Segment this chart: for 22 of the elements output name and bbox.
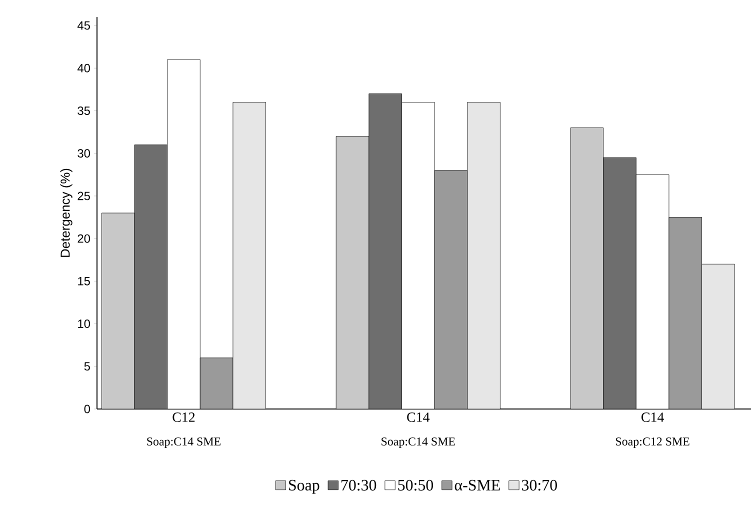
y-axis-title: Detergency (%) [60,168,72,257]
x-tick-label: C14 [642,412,664,422]
y-tick-label: 20 [78,234,90,243]
y-tick-label: 15 [78,277,90,286]
y-tick-label: 25 [78,192,90,200]
text: Soap:C12 SME [616,438,690,448]
x-tick-label: C12 [172,412,195,422]
y-tick-label: 30 [78,149,90,158]
legend-label: 50:50 [398,480,434,491]
y-tick-label: 40 [77,64,90,72]
y-tick-label: 10 [78,320,90,328]
text: Soap:C14 SME [382,438,455,448]
legend-label: 30:70 [522,480,557,491]
y-tick-label: 5 [84,362,90,371]
y-tick-label: 0 [84,404,90,414]
y-tick-label: 45 [77,21,90,30]
text: Soap:C14 SME [147,438,220,448]
legend-label: 70:30 [341,480,376,491]
y-tick-label: 35 [78,106,90,115]
legend-label: α-SME [454,480,500,491]
x-tick-label: C14 [407,412,430,422]
legend-label: Soap [289,480,320,494]
